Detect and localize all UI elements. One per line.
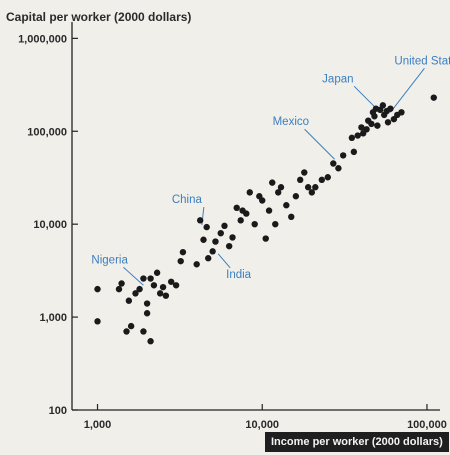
annotation-mexico: Mexico: [273, 116, 309, 128]
data-point: [251, 220, 258, 228]
data-point: [225, 242, 233, 250]
annotation-nigeria: Nigeria: [91, 254, 128, 266]
data-point: [301, 169, 308, 176]
data-point: [203, 223, 210, 231]
data-point: [159, 283, 167, 291]
y-tick-label: 100: [49, 405, 67, 417]
data-point: [384, 119, 392, 126]
data-point: [143, 300, 151, 307]
data-point: [348, 134, 356, 142]
data-point: [292, 193, 300, 200]
data-point: [125, 297, 133, 304]
data-point: [233, 204, 240, 212]
data-point: [217, 229, 224, 237]
data-point: [94, 285, 101, 293]
data-point: [193, 261, 200, 268]
data-point: [274, 189, 282, 196]
data-point: [94, 318, 101, 325]
data-point: [358, 124, 365, 131]
data-points: [94, 94, 437, 345]
data-point: [354, 132, 361, 139]
data-point: [212, 238, 219, 245]
data-point: [229, 234, 236, 241]
annotation-japan: Japan: [322, 73, 353, 85]
y-tick-label: 100,000: [27, 126, 67, 138]
data-point: [398, 109, 405, 116]
data-point: [237, 217, 244, 224]
data-point: [200, 236, 207, 243]
data-point: [162, 292, 170, 299]
annotation-china: China: [172, 194, 203, 206]
data-point: [330, 160, 337, 167]
data-point: [179, 248, 187, 256]
data-point: [209, 248, 216, 255]
data-point: [430, 94, 437, 101]
annotation-leader: [390, 67, 425, 113]
y-tick-label: 1,000: [39, 312, 67, 324]
data-point: [150, 282, 158, 289]
x-tick-label: 10,000: [245, 419, 279, 431]
annotation-leader: [304, 128, 335, 160]
data-point: [277, 184, 285, 191]
data-point: [371, 113, 378, 120]
data-point: [246, 189, 253, 196]
y-tick-label: 10,000: [33, 219, 67, 231]
data-point: [296, 176, 304, 184]
data-point: [283, 202, 290, 209]
data-point: [312, 184, 319, 191]
data-point: [269, 179, 276, 186]
data-point: [156, 290, 164, 297]
x-tick-label: 100,000: [407, 419, 447, 431]
data-point: [335, 165, 342, 172]
data-point: [153, 269, 161, 276]
axes: 100 1,000 10,000 100,000 1,000,000 1,000 10,00…: [18, 22, 447, 431]
data-point: [304, 184, 312, 191]
data-point: [363, 126, 370, 133]
data-point: [136, 285, 143, 293]
data-point: [196, 217, 204, 224]
data-point: [272, 220, 279, 228]
data-point: [205, 255, 212, 262]
data-point: [123, 328, 130, 335]
annotation-india: India: [226, 269, 252, 281]
annotation-leader: [123, 266, 144, 286]
data-point: [387, 105, 394, 112]
data-point: [115, 285, 123, 293]
data-point: [243, 210, 250, 217]
y-axis-title: Capital per worker (2000 dollars): [6, 10, 192, 24]
data-point: [172, 282, 180, 289]
x-tick-label: 1,000: [84, 419, 112, 431]
annotations: Nigeria China India Mexico Japan United State…: [91, 55, 450, 286]
y-tick-label: 1,000,000: [18, 33, 67, 45]
data-point: [350, 148, 358, 156]
data-point: [259, 197, 266, 204]
data-point: [147, 275, 154, 282]
data-point: [167, 278, 175, 285]
x-axis-title: Income per worker (2000 dollars): [265, 432, 449, 452]
data-point: [127, 322, 135, 330]
data-point: [318, 176, 326, 184]
data-point: [324, 174, 331, 181]
data-point: [140, 275, 147, 282]
annotation-leader: [217, 253, 231, 269]
data-point: [221, 222, 228, 230]
data-point: [339, 152, 347, 159]
data-point: [308, 189, 316, 196]
data-point: [177, 257, 184, 265]
data-point: [374, 122, 381, 129]
data-point: [132, 290, 139, 297]
data-point: [288, 213, 295, 221]
data-point: [143, 310, 151, 317]
data-point: [265, 207, 273, 214]
data-point: [147, 338, 154, 345]
annotation-united-states: United States: [394, 55, 450, 67]
data-point: [140, 328, 147, 335]
data-point: [368, 120, 375, 128]
data-point: [118, 280, 125, 287]
data-point: [262, 235, 269, 242]
data-point: [379, 102, 387, 109]
